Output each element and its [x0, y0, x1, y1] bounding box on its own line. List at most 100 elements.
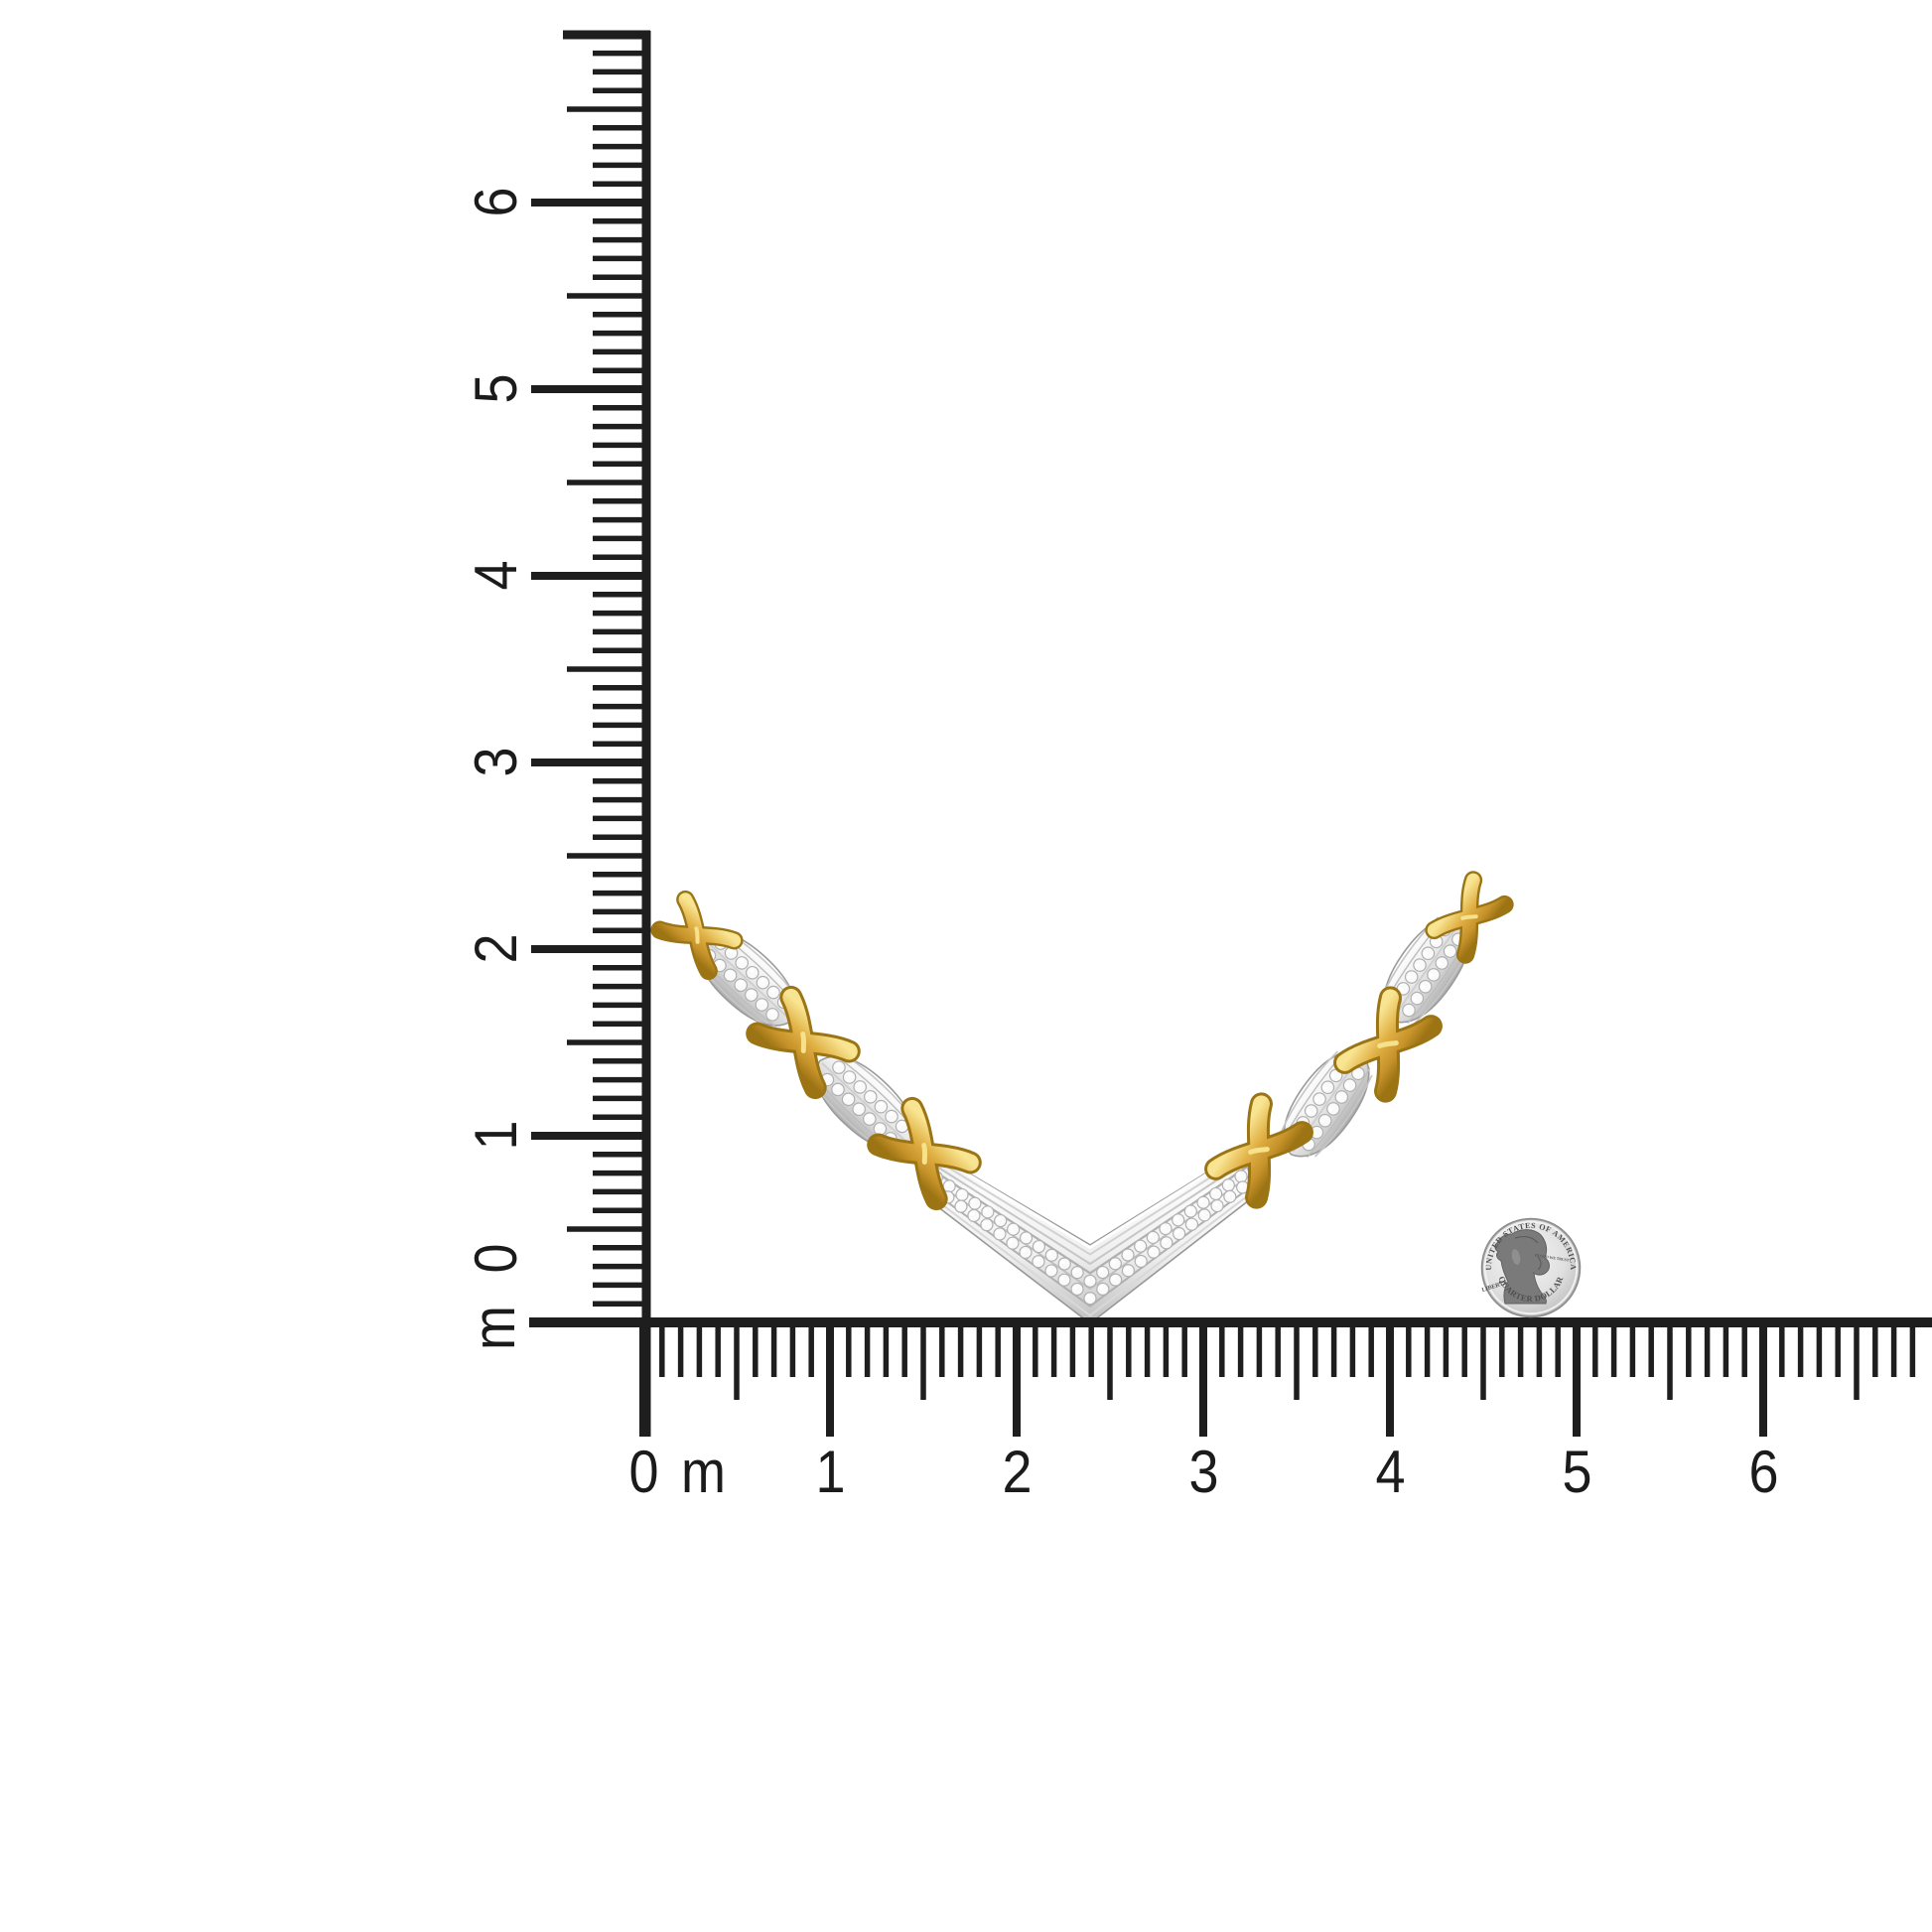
diamond-stone	[954, 1199, 968, 1213]
vertical-ruler-label-4: 4	[463, 561, 529, 590]
vertical-ruler-label-3: 3	[463, 748, 529, 776]
gold-x-knot-link	[1204, 1092, 1313, 1209]
diamond-stone	[1173, 1226, 1186, 1241]
horizontal-ruler-label-3: 3	[1188, 1439, 1217, 1505]
diamond-stone	[1146, 1230, 1160, 1244]
diamond-stone	[1183, 1204, 1197, 1218]
diamond-stone	[873, 1122, 888, 1136]
diamond-stone	[1109, 1273, 1123, 1287]
diamond-stone	[1312, 1092, 1326, 1106]
diamond-stone	[1096, 1265, 1110, 1280]
diamond-stone	[1159, 1222, 1173, 1236]
diamond-stone	[967, 1208, 981, 1223]
diamond-stone	[1019, 1245, 1033, 1260]
horizontal-ruler-unit-label: m	[681, 1439, 725, 1505]
vertical-ruler-label-1: 1	[463, 1121, 529, 1150]
diamond-stone	[1317, 1113, 1332, 1128]
diamond-stone	[1006, 1236, 1020, 1250]
gold-x-knot-link	[746, 985, 861, 1100]
diamond-stone	[766, 985, 780, 1000]
diamond-stone	[1197, 1208, 1211, 1222]
bust-cheek-highlight	[1511, 1249, 1521, 1265]
diamond-stone	[734, 978, 749, 993]
diamond-stone	[1209, 1186, 1223, 1201]
horizontal-ruler-label-1: 1	[815, 1439, 844, 1505]
diamond-stone	[1413, 958, 1427, 972]
horizontal-ruler-label-5: 5	[1562, 1439, 1590, 1505]
diamond-stone	[735, 956, 749, 970]
diamond-stone	[1184, 1217, 1199, 1231]
diamond-stone	[1402, 1003, 1416, 1018]
bust-hair-detail	[1514, 1236, 1542, 1271]
diamond-stone	[852, 1102, 867, 1117]
diamond-stone	[1121, 1248, 1135, 1262]
diamond-stone	[1234, 1170, 1248, 1183]
diamond-stone	[1070, 1282, 1084, 1297]
diamond-stone	[1410, 991, 1425, 1006]
vertical-ruler-label-6: 6	[463, 188, 529, 216]
vertical-ruler: 6 5 4 3 2 1 0 m	[461, 30, 651, 1437]
vertical-ruler-unit-label: m	[461, 1307, 527, 1350]
diamond-stone	[1108, 1257, 1122, 1271]
diamond-stone	[1160, 1236, 1173, 1250]
diamond-stone	[1083, 1274, 1097, 1288]
quarter-coin: UNITED STATES OF AMERICA QUARTER DOLLAR …	[1480, 1217, 1582, 1318]
diamond-stone	[832, 1060, 846, 1074]
vertical-ruler-label-5: 5	[463, 374, 529, 403]
diamond-stone	[1404, 970, 1419, 984]
horizontal-ruler-ticks	[529, 1317, 1932, 1437]
diamond-stone	[1007, 1222, 1021, 1236]
necklace-photo	[650, 871, 1514, 1325]
coin-rim-highlight	[1483, 1220, 1579, 1315]
diamond-stone	[1121, 1264, 1136, 1278]
diamond-stone	[1057, 1257, 1071, 1271]
diamond-stone	[1032, 1255, 1045, 1269]
diamond-stone	[841, 1092, 856, 1107]
vertical-ruler-label-0: 0	[463, 1244, 529, 1273]
gold-x-knot-link	[1425, 871, 1514, 964]
diamond-stone	[1196, 1195, 1210, 1209]
gold-x-knot-link	[867, 1096, 982, 1211]
diamond-stone	[1418, 979, 1433, 994]
diamond-stone	[831, 1082, 845, 1097]
diamond-stone	[942, 1179, 956, 1193]
diamond-stone	[863, 1112, 877, 1126]
diamond-stone	[1172, 1213, 1185, 1227]
diamond-stone	[1435, 956, 1449, 970]
diamond-stone	[1083, 1292, 1097, 1306]
horizontal-ruler-label-4: 4	[1375, 1439, 1404, 1505]
coin-rim	[1481, 1218, 1581, 1317]
diamond-stone	[1134, 1254, 1148, 1269]
diamond-stone	[1221, 1178, 1235, 1192]
horizontal-ruler: 0 m 1 2 3 4 5 6	[529, 1317, 1932, 1506]
diamond-stone	[1070, 1266, 1084, 1280]
diamond-stone	[745, 965, 759, 980]
diamond-stone	[863, 1089, 878, 1104]
horizontal-ruler-label-2: 2	[1002, 1439, 1031, 1505]
horizontal-ruler-label-0: 0	[628, 1439, 657, 1505]
diamond-stone	[755, 998, 769, 1012]
diamond-stone	[765, 1008, 779, 1022]
diamond-stone	[723, 968, 738, 983]
coin-motto-legend: IN GOD WE TRUST	[1535, 1253, 1570, 1262]
diamond-stone	[1147, 1245, 1161, 1259]
diamond-stone	[745, 988, 759, 1002]
diamond-stone	[1096, 1282, 1110, 1297]
vertical-ruler-label-2: 2	[463, 934, 529, 963]
diamond-stone	[968, 1196, 982, 1210]
diamond-stone	[1223, 1189, 1237, 1203]
diamond-stone	[1057, 1273, 1071, 1287]
washington-bust	[1494, 1229, 1550, 1305]
diamond-stone	[1342, 1078, 1357, 1092]
diamond-stone	[1044, 1264, 1058, 1278]
diamond-stone	[981, 1205, 995, 1219]
diamond-stone	[1443, 944, 1457, 958]
diamond-stone	[1320, 1080, 1335, 1095]
diamond-stone	[1421, 946, 1436, 961]
diamond-stone	[1326, 1102, 1340, 1116]
gold-x-knot-link	[650, 890, 744, 981]
diamond-stone	[1334, 1090, 1349, 1104]
diamond-stone	[756, 975, 770, 990]
